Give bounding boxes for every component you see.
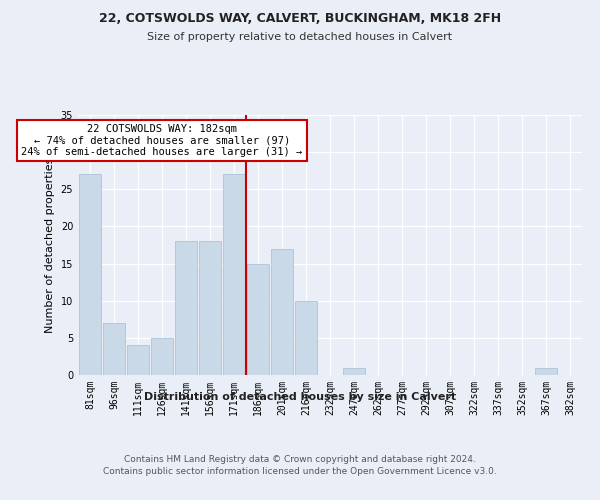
Bar bbox=[271, 248, 293, 375]
Y-axis label: Number of detached properties: Number of detached properties bbox=[45, 158, 55, 332]
Bar bbox=[343, 368, 365, 375]
Text: 22 COTSWOLDS WAY: 182sqm
← 74% of detached houses are smaller (97)
24% of semi-d: 22 COTSWOLDS WAY: 182sqm ← 74% of detach… bbox=[22, 124, 302, 157]
Bar bbox=[79, 174, 101, 375]
Bar bbox=[127, 346, 149, 375]
Text: Contains HM Land Registry data © Crown copyright and database right 2024.
Contai: Contains HM Land Registry data © Crown c… bbox=[103, 455, 497, 476]
Text: Size of property relative to detached houses in Calvert: Size of property relative to detached ho… bbox=[148, 32, 452, 42]
Bar bbox=[151, 338, 173, 375]
Text: Distribution of detached houses by size in Calvert: Distribution of detached houses by size … bbox=[144, 392, 456, 402]
Bar bbox=[175, 242, 197, 375]
Bar bbox=[103, 323, 125, 375]
Bar bbox=[199, 242, 221, 375]
Bar bbox=[535, 368, 557, 375]
Bar bbox=[223, 174, 245, 375]
Bar bbox=[247, 264, 269, 375]
Text: 22, COTSWOLDS WAY, CALVERT, BUCKINGHAM, MK18 2FH: 22, COTSWOLDS WAY, CALVERT, BUCKINGHAM, … bbox=[99, 12, 501, 26]
Bar bbox=[295, 300, 317, 375]
